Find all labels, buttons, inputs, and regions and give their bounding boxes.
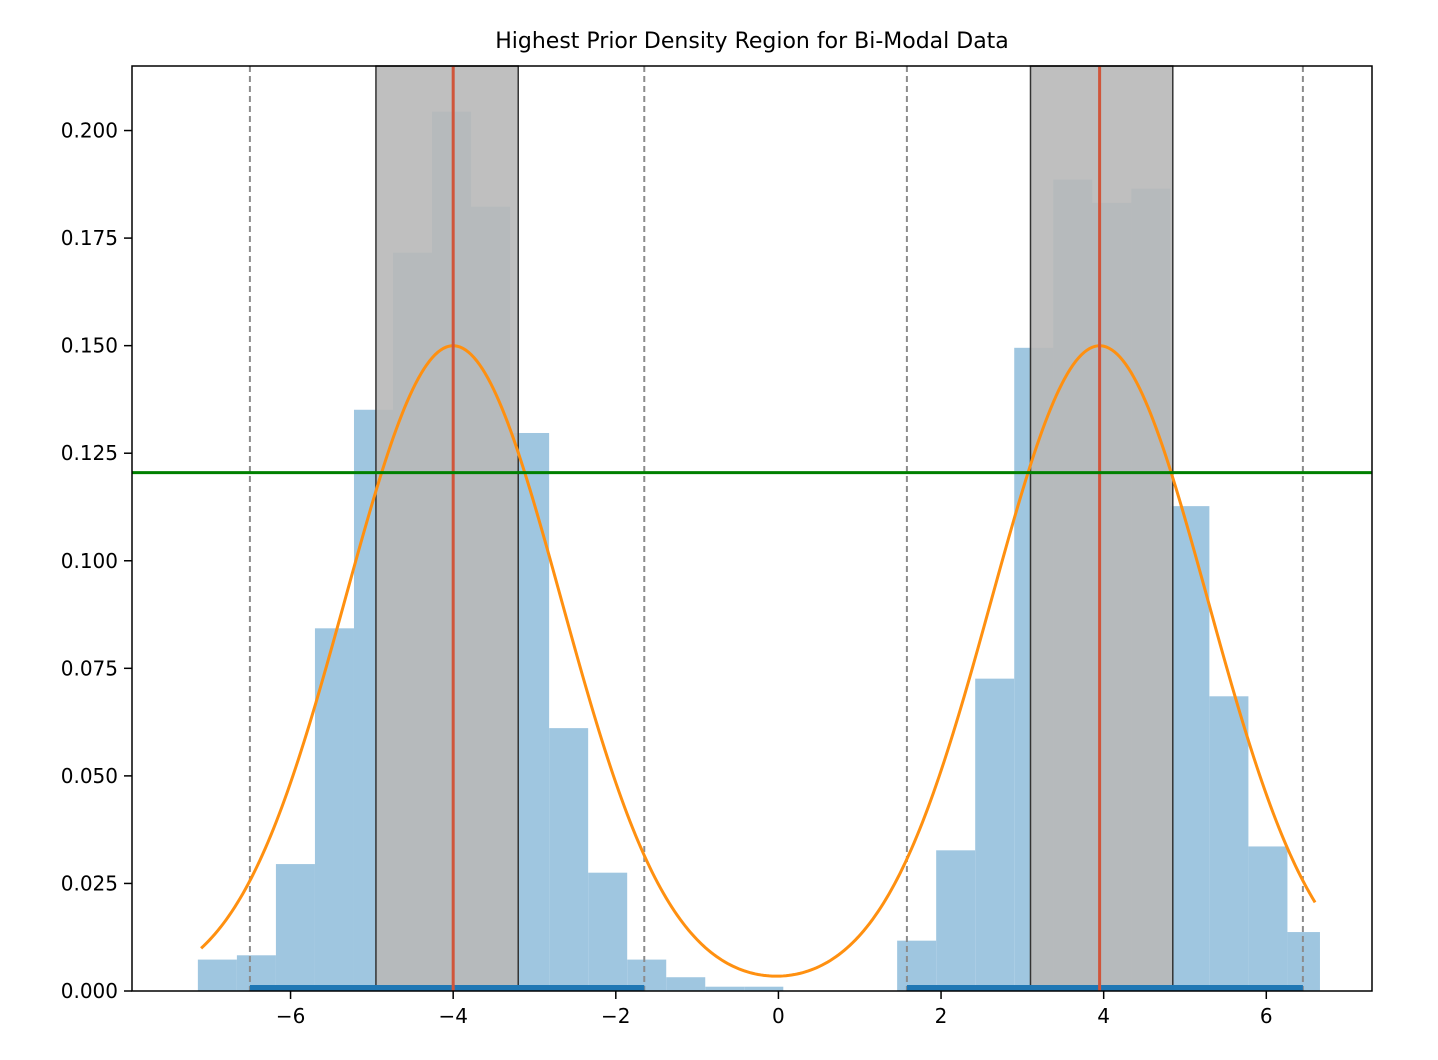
x-tick-label: 0 — [772, 1004, 785, 1028]
y-tick-label: 0.025 — [61, 871, 118, 895]
x-tick-label: −4 — [438, 1004, 467, 1028]
y-tick-label: 0.050 — [61, 764, 118, 788]
histogram-bar — [1248, 846, 1288, 991]
interval-bar — [249, 985, 645, 991]
y-tick-label: 0.150 — [61, 334, 118, 358]
x-tick-label: 2 — [935, 1004, 948, 1028]
histogram-bar — [666, 977, 706, 991]
y-tick-label: 0.125 — [61, 441, 118, 465]
axes-frame — [131, 65, 1373, 992]
histogram-bar — [549, 728, 589, 991]
histogram-bar — [744, 986, 784, 991]
y-tick-label: 0.175 — [61, 226, 118, 250]
interval-bar — [906, 985, 1303, 991]
density-curve — [200, 344, 1317, 978]
histogram-bar — [197, 959, 237, 991]
hpd-region-box — [1029, 65, 1174, 988]
histogram-bar — [936, 850, 976, 991]
plot-area — [132, 65, 1372, 992]
histogram-bar — [588, 872, 628, 991]
y-tick-label: 0.075 — [61, 656, 118, 680]
chart-title: Highest Prior Density Region for Bi-Moda… — [495, 29, 1009, 54]
y-tick-label: 0.200 — [61, 119, 118, 143]
y-axis: 0.000 0.025 0.050 0.075 0.100 0.125 0.150 0.175… — [61, 119, 132, 1003]
histogram-bar — [897, 940, 937, 991]
x-tick-label: −2 — [601, 1004, 630, 1028]
hpd-region-box — [375, 65, 519, 988]
x-tick-label: 6 — [1260, 1004, 1273, 1028]
y-tick-label: 0.100 — [61, 549, 118, 573]
histogram-bar — [705, 986, 745, 991]
histogram-bar — [975, 678, 1015, 991]
y-tick-label: 0.000 — [61, 979, 118, 1003]
x-axis: −6 −4 −2 0 2 4 6 — [276, 991, 1273, 1028]
histogram-bar — [275, 864, 315, 991]
x-tick-label: −6 — [276, 1004, 305, 1028]
histogram-bar — [1209, 696, 1249, 991]
x-tick-label: 4 — [1097, 1004, 1110, 1028]
